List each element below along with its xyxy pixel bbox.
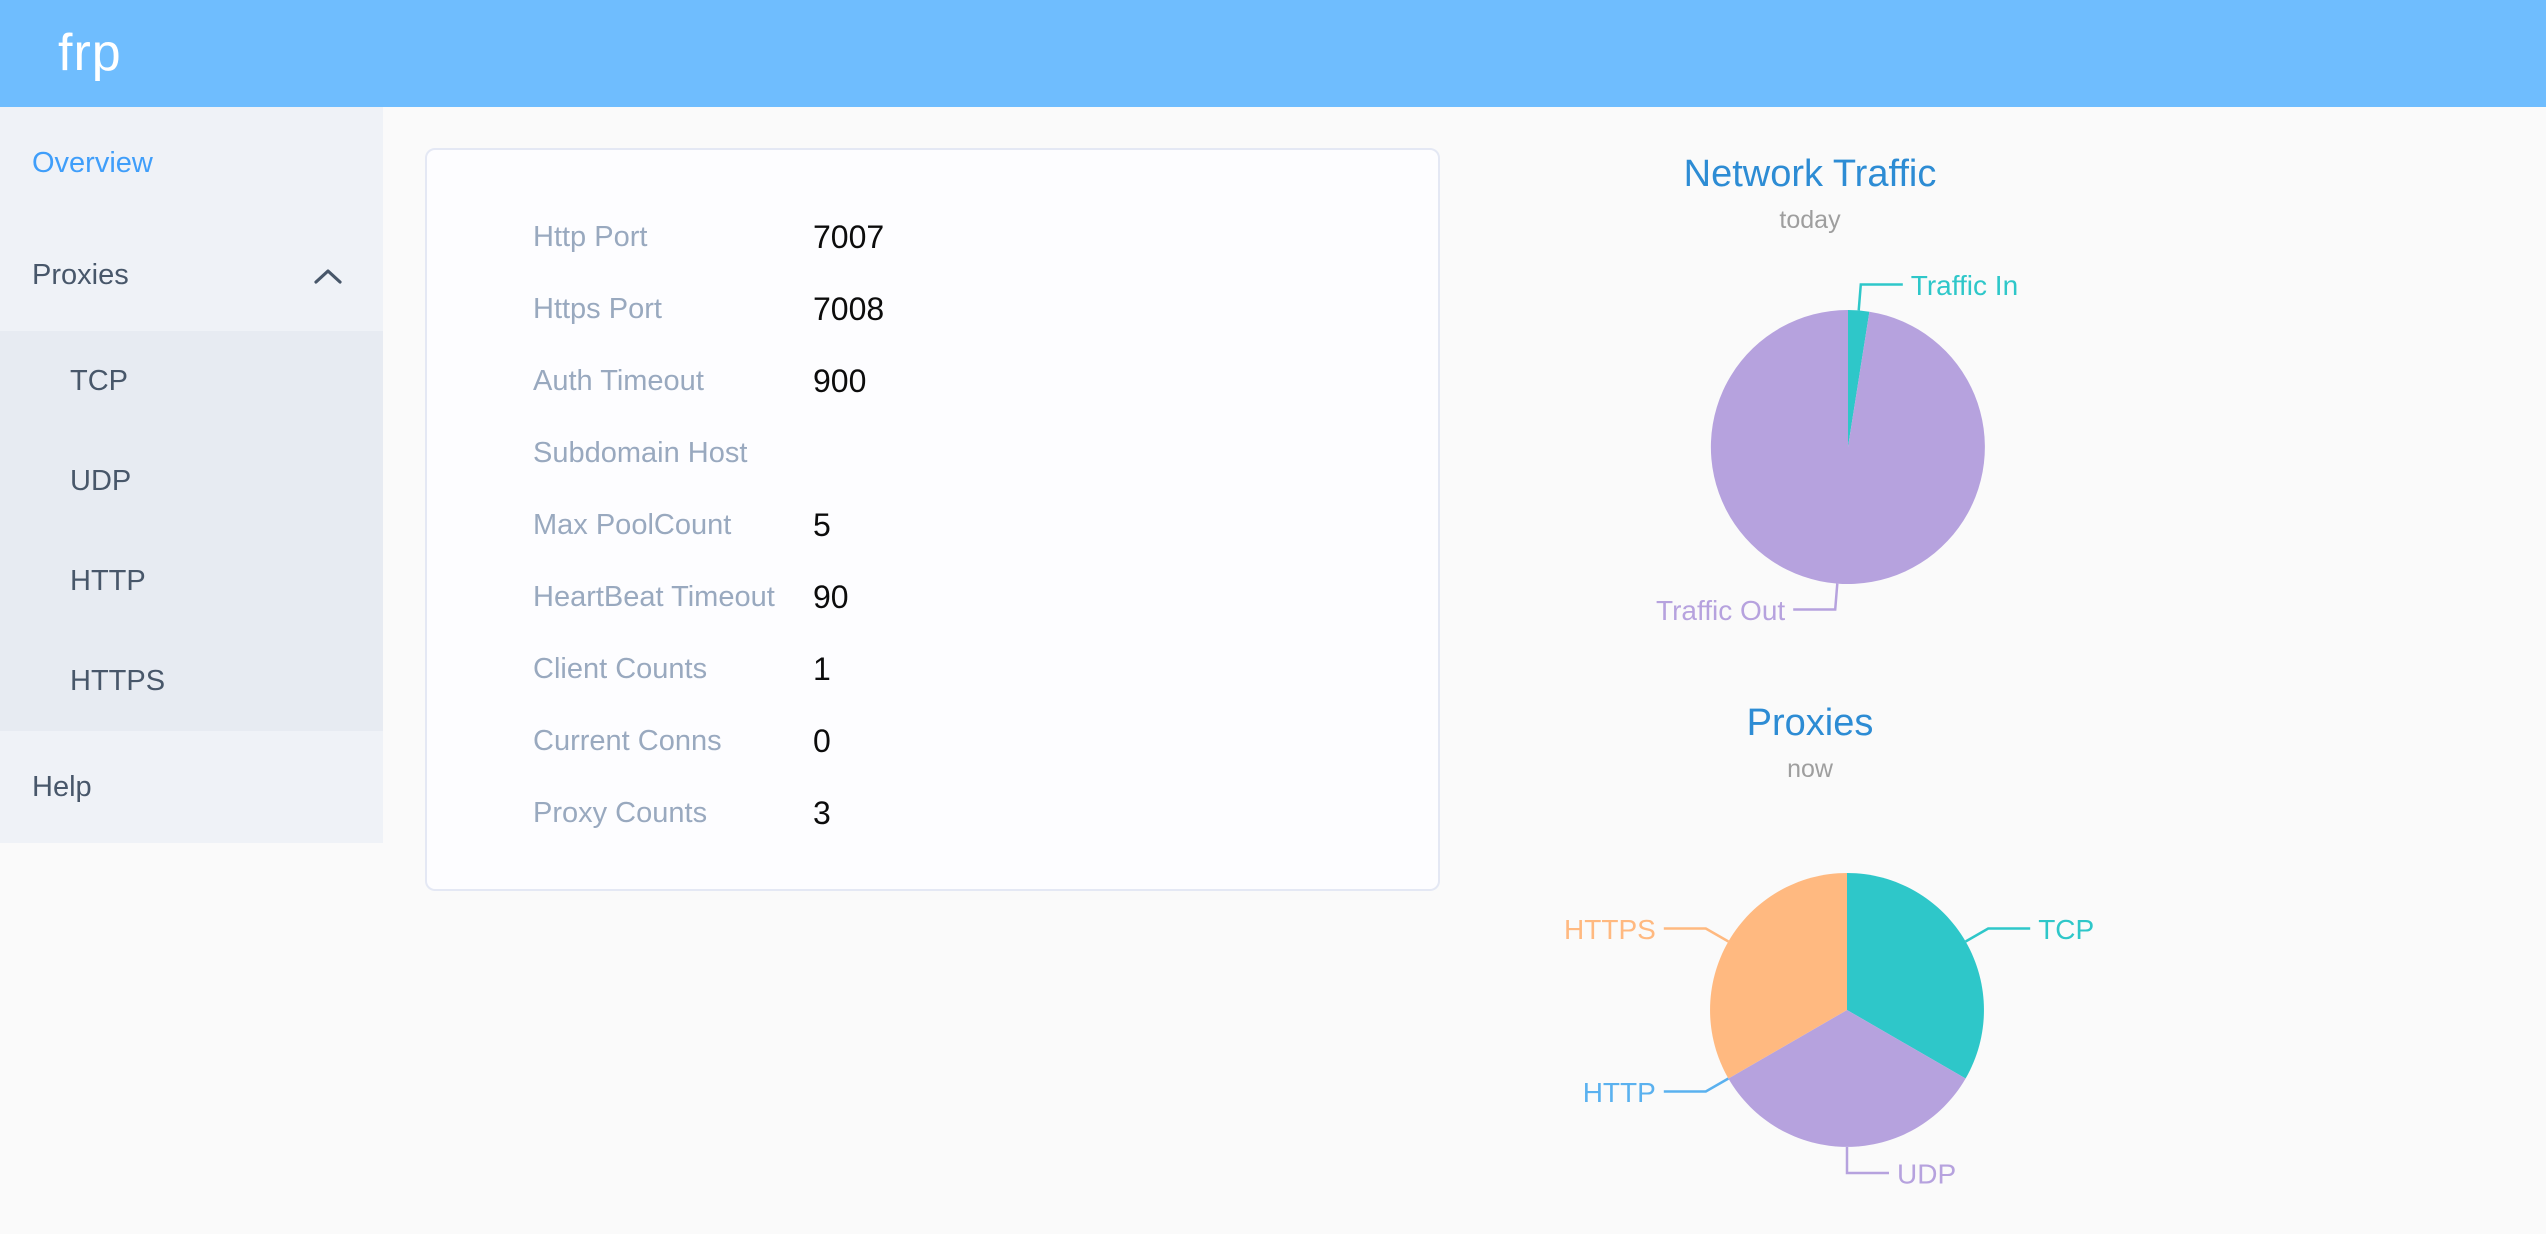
sidebar-item-udp[interactable]: UDP bbox=[0, 431, 383, 531]
sidebar-submenu-proxies: TCP UDP HTTP HTTPS bbox=[0, 331, 383, 731]
pie-label-line-https bbox=[1663, 927, 1730, 943]
info-value: 90 bbox=[813, 578, 849, 615]
info-label: HeartBeat Timeout bbox=[533, 580, 775, 613]
info-value: 3 bbox=[813, 794, 831, 831]
pie-label-line-traffic-out bbox=[1793, 583, 1839, 611]
info-row-subdomain-host: Subdomain Host bbox=[427, 417, 1438, 489]
app-header: frp bbox=[0, 0, 2546, 107]
pie-slice-traffic-out[interactable] bbox=[1710, 309, 1985, 584]
info-row-client-counts: Client Counts 1 bbox=[427, 633, 1438, 705]
sidebar-item-udp-label: UDP bbox=[70, 465, 132, 497]
sidebar-item-proxies-label: Proxies bbox=[32, 259, 129, 291]
sidebar-item-tcp[interactable]: TCP bbox=[0, 331, 383, 431]
info-label: Current Conns bbox=[533, 724, 722, 757]
pie-label-udp: UDP bbox=[1897, 1159, 1956, 1190]
info-row-https-port: Https Port 7008 bbox=[427, 273, 1438, 345]
pie-label-tcp: TCP bbox=[2038, 914, 2094, 945]
network-traffic-chart: Network Traffic today Traffic In Traffic … bbox=[1440, 141, 2180, 761]
info-value: 900 bbox=[813, 362, 867, 399]
proxies-title: Proxies bbox=[1746, 702, 1874, 744]
info-label: Subdomain Host bbox=[533, 436, 748, 469]
sidebar-item-overview[interactable]: Overview bbox=[0, 107, 383, 219]
chevron-up-icon bbox=[314, 269, 342, 284]
pie-label-line-traffic-in bbox=[1857, 283, 1903, 311]
info-label: Max PoolCount bbox=[533, 508, 732, 541]
info-row-http-port: Http Port 7007 bbox=[427, 201, 1438, 273]
info-label: Proxy Counts bbox=[533, 796, 708, 829]
info-value: 0 bbox=[813, 722, 831, 759]
info-row-auth-timeout: Auth Timeout 900 bbox=[427, 345, 1438, 417]
sidebar-item-tcp-label: TCP bbox=[70, 365, 128, 397]
sidebar-item-https-label: HTTPS bbox=[70, 665, 166, 697]
sidebar: Overview Proxies TCP UDP HTTP HTTPS Help bbox=[0, 107, 383, 843]
pie-label-line-udp bbox=[1845, 1147, 1889, 1175]
server-info-card: Http Port 7007 Https Port 7008 Auth Time… bbox=[425, 148, 1440, 891]
pie-slice-udp[interactable] bbox=[1728, 1010, 1966, 1147]
pie-slice-https[interactable] bbox=[1710, 873, 1847, 1079]
info-value: 1 bbox=[813, 650, 831, 687]
sidebar-item-help-label: Help bbox=[32, 771, 92, 803]
info-value: 7007 bbox=[813, 218, 885, 255]
network-traffic-subtitle: today bbox=[1779, 206, 1841, 234]
proxies-subtitle: now bbox=[1787, 755, 1833, 783]
info-label: Auth Timeout bbox=[533, 364, 704, 397]
network-traffic-title: Network Traffic bbox=[1683, 153, 1937, 195]
network-traffic-pie: Traffic In Traffic Out bbox=[1656, 270, 2018, 626]
info-value: 5 bbox=[813, 506, 831, 543]
pie-label-traffic-out: Traffic Out bbox=[1656, 595, 1785, 626]
proxies-pie: TCP UDP HTTP HTTPS bbox=[1564, 873, 2094, 1190]
info-row-proxy-counts: Proxy Counts 3 bbox=[427, 777, 1438, 849]
info-label: Https Port bbox=[533, 292, 662, 325]
pie-label-http: HTTP bbox=[1583, 1077, 1656, 1108]
pie-slice-traffic-in[interactable] bbox=[1848, 310, 1870, 447]
sidebar-item-http[interactable]: HTTP bbox=[0, 531, 383, 631]
pie-label-traffic-in: Traffic In bbox=[1911, 270, 2018, 301]
sidebar-item-http-label: HTTP bbox=[70, 565, 146, 597]
proxies-chart: Proxies now TCP UDP HTTP HTTPS bbox=[1440, 690, 2180, 1234]
info-row-heartbeat-timeout: HeartBeat Timeout 90 bbox=[427, 561, 1438, 633]
app-logo: frp bbox=[58, 24, 122, 82]
sidebar-item-overview-label: Overview bbox=[32, 147, 153, 179]
server-info-rows: Http Port 7007 Https Port 7008 Auth Time… bbox=[427, 150, 1438, 849]
sidebar-item-https[interactable]: HTTPS bbox=[0, 631, 383, 731]
sidebar-item-proxies[interactable]: Proxies bbox=[0, 219, 383, 331]
sidebar-item-help[interactable]: Help bbox=[0, 731, 383, 843]
info-label: Client Counts bbox=[533, 652, 708, 685]
info-value: 7008 bbox=[813, 290, 885, 327]
pie-slice-tcp[interactable] bbox=[1847, 873, 1984, 1079]
info-label: Http Port bbox=[533, 220, 648, 253]
info-row-max-poolcount: Max PoolCount 5 bbox=[427, 489, 1438, 561]
pie-label-line-tcp bbox=[1964, 927, 2031, 943]
info-row-current-conns: Current Conns 0 bbox=[427, 705, 1438, 777]
pie-label-https: HTTPS bbox=[1564, 914, 1656, 945]
pie-label-line-http bbox=[1663, 1077, 1730, 1093]
